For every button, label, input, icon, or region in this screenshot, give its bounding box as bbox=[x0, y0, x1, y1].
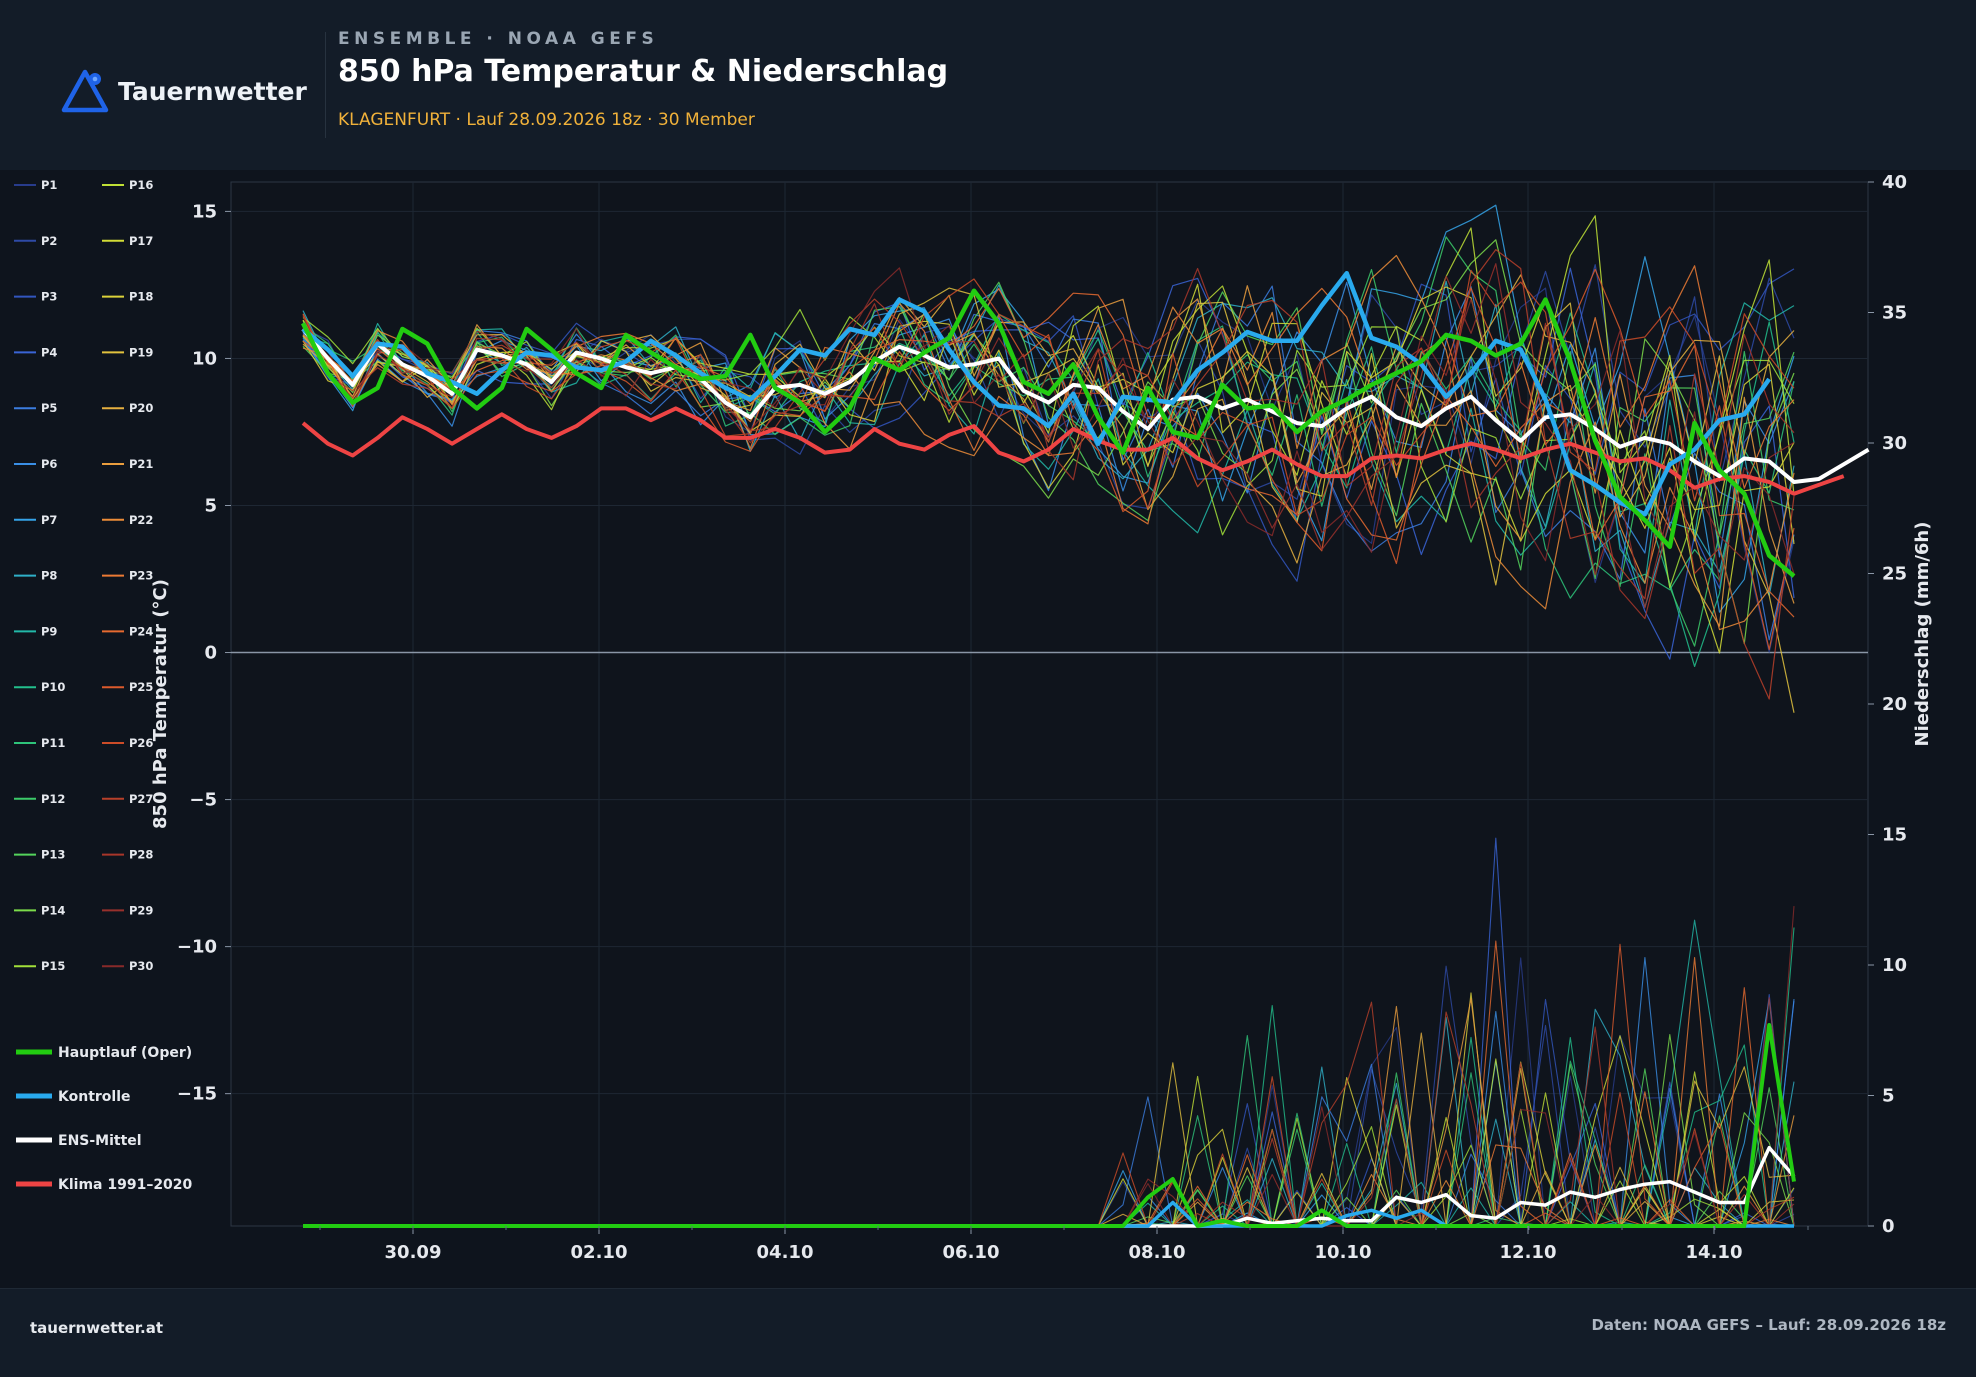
legend-label-P23: P23 bbox=[129, 569, 153, 583]
legend-label-P21: P21 bbox=[129, 457, 153, 471]
footer-source: Daten: NOAA GEFS – Lauf: 28.09.2026 18z bbox=[1591, 1316, 1946, 1334]
y-right-tick-label: 5 bbox=[1882, 1086, 1895, 1107]
page-title: 850 hPa Temperatur & Niederschlag bbox=[338, 54, 948, 89]
y-right-tick-label: 20 bbox=[1882, 694, 1907, 715]
legend-label-P1: P1 bbox=[41, 178, 57, 192]
legend-label-P13: P13 bbox=[41, 848, 65, 862]
y-left-tick-label: −5 bbox=[189, 790, 217, 811]
legend-label-P6: P6 bbox=[41, 457, 57, 471]
kicker: ENSEMBLE · NOAA GEFS bbox=[338, 29, 658, 49]
y-right-tick-label: 0 bbox=[1882, 1216, 1895, 1237]
x-tick-label: 02.10 bbox=[571, 1242, 628, 1263]
x-tick-label: 04.10 bbox=[757, 1242, 814, 1263]
legend-label-P22: P22 bbox=[129, 513, 153, 527]
ensemble-chart: 30.09 02.10 04.10 06.10 08.10 10.10 12.10 14.10… bbox=[0, 170, 1976, 1288]
y-left-tick-label: 10 bbox=[192, 348, 217, 369]
y-left-tick-label: 5 bbox=[204, 495, 217, 516]
legend-label-P9: P9 bbox=[41, 624, 57, 638]
y-right-tick-label: 35 bbox=[1882, 303, 1907, 324]
y-left-tick-label: −10 bbox=[177, 937, 217, 958]
legend-label-main-2: ENS-Mittel bbox=[58, 1133, 142, 1149]
legend-label-main-0: Hauptlauf (Oper) bbox=[58, 1045, 192, 1061]
legend-label-P10: P10 bbox=[41, 680, 65, 694]
legend-label-P27: P27 bbox=[129, 792, 153, 806]
legend-label-P17: P17 bbox=[129, 234, 153, 248]
legend-label-P30: P30 bbox=[129, 959, 153, 973]
y-right-tick-label: 15 bbox=[1882, 825, 1907, 846]
legend-label-P29: P29 bbox=[129, 903, 153, 917]
y-right-tick-label: 30 bbox=[1882, 433, 1907, 454]
legend-label-P11: P11 bbox=[41, 736, 65, 750]
x-tick-label: 14.10 bbox=[1686, 1242, 1743, 1263]
y-right-tick-label: 25 bbox=[1882, 564, 1907, 585]
legend-label-P5: P5 bbox=[41, 401, 57, 415]
legend-label-main-3: Klima 1991–2020 bbox=[58, 1177, 193, 1193]
logo-triangle-icon bbox=[60, 67, 110, 115]
footer-site[interactable]: tauernwetter.at bbox=[30, 1319, 163, 1337]
legend-label-P19: P19 bbox=[129, 345, 153, 359]
legend-label-P26: P26 bbox=[129, 736, 153, 750]
x-tick-label: 08.10 bbox=[1129, 1242, 1186, 1263]
legend-label-P16: P16 bbox=[129, 178, 153, 192]
y-left-tick-label: 0 bbox=[204, 643, 217, 664]
legend-label-main-1: Kontrolle bbox=[58, 1089, 131, 1105]
legend-label-P7: P7 bbox=[41, 513, 57, 527]
legend-label-P2: P2 bbox=[41, 234, 57, 248]
legend-label-P8: P8 bbox=[41, 569, 57, 583]
legend-label-P14: P14 bbox=[41, 903, 65, 917]
legend-label-P24: P24 bbox=[129, 624, 153, 638]
legend-label-P15: P15 bbox=[41, 959, 65, 973]
x-tick-label: 30.09 bbox=[385, 1242, 442, 1263]
legend-label-P4: P4 bbox=[41, 345, 57, 359]
legend-label-P25: P25 bbox=[129, 680, 153, 694]
y-right-tick-label: 10 bbox=[1882, 955, 1907, 976]
legend-label-P18: P18 bbox=[129, 290, 153, 304]
y-right-axis-label: Niederschlag (mm/6h) bbox=[1912, 522, 1933, 747]
footer: tauernwetter.at Daten: NOAA GEFS – Lauf:… bbox=[0, 1288, 1976, 1377]
legend-label-P12: P12 bbox=[41, 792, 65, 806]
logo-text: Tauernwetter bbox=[118, 77, 307, 106]
y-left-tick-label: −15 bbox=[177, 1084, 217, 1105]
y-left-tick-label: 15 bbox=[192, 201, 217, 222]
y-right-tick-label: 40 bbox=[1882, 172, 1907, 193]
legend-label-P28: P28 bbox=[129, 848, 153, 862]
x-tick-label: 10.10 bbox=[1315, 1242, 1372, 1263]
x-tick-label: 12.10 bbox=[1500, 1242, 1557, 1263]
header-divider bbox=[325, 32, 326, 138]
subtitle: KLAGENFURT · Lauf 28.09.2026 18z · 30 Me… bbox=[338, 110, 755, 130]
logo[interactable]: Tauernwetter bbox=[60, 66, 360, 116]
x-tick-label: 06.10 bbox=[943, 1242, 1000, 1263]
header: Tauernwetter ENSEMBLE · NOAA GEFS 850 hP… bbox=[0, 0, 1976, 170]
legend-label-P20: P20 bbox=[129, 401, 153, 415]
legend-label-P3: P3 bbox=[41, 290, 57, 304]
